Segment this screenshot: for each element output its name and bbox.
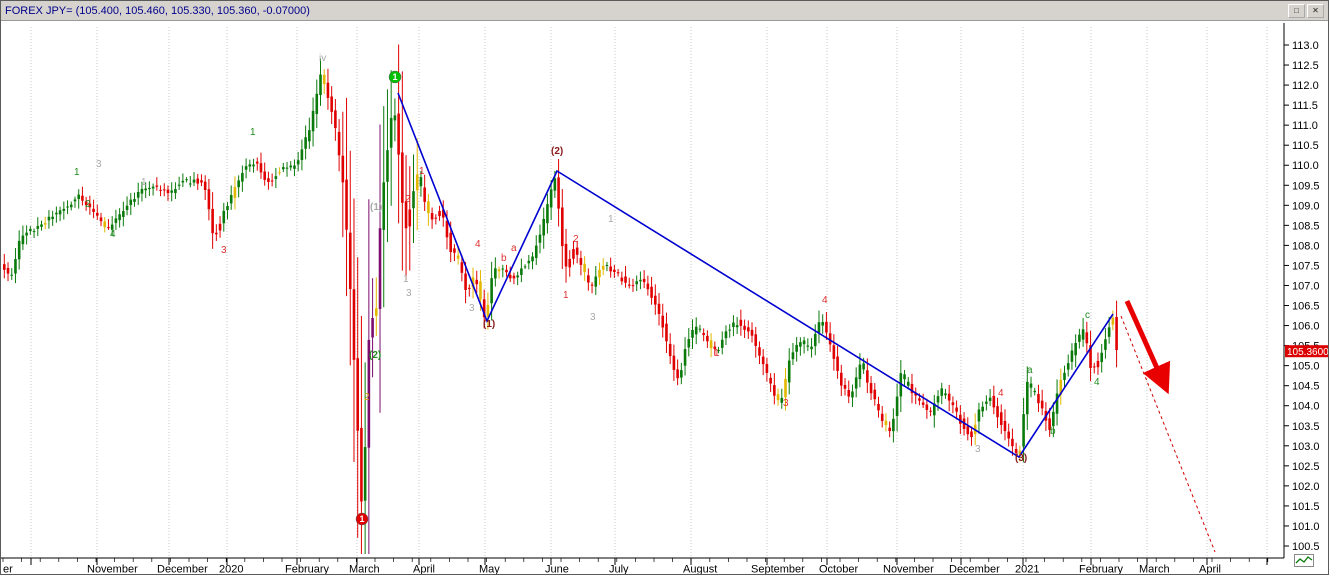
svg-text:December: December xyxy=(157,564,208,575)
wave-label: 4 xyxy=(110,229,116,240)
close-button[interactable]: ✕ xyxy=(1307,3,1324,18)
svg-text:er: er xyxy=(3,564,13,575)
wave-label: 1 xyxy=(74,167,80,178)
maximize-button[interactable]: □ xyxy=(1288,3,1305,18)
svg-text:July: July xyxy=(609,564,629,575)
candlesticks xyxy=(3,44,1118,555)
wave-circle-marker xyxy=(388,70,402,84)
wave-label: (2) xyxy=(551,146,563,157)
wave-label: c xyxy=(1085,310,1090,321)
wave-label: 3 xyxy=(783,398,789,409)
wave-label: 1 xyxy=(608,214,614,225)
wave-label: b xyxy=(501,253,507,264)
svg-text:109.0: 109.0 xyxy=(1292,200,1320,212)
svg-text:1: 1 xyxy=(359,514,364,524)
wave-label: 3 xyxy=(975,444,981,455)
svg-text:2021: 2021 xyxy=(1015,564,1039,575)
chart-thumbnail-icon[interactable] xyxy=(1294,554,1314,572)
svg-text:February: February xyxy=(1079,564,1124,575)
wave-label: 3 xyxy=(590,312,596,323)
wave-label: 2 xyxy=(364,392,370,403)
window-controls: □ ✕ xyxy=(1288,3,1324,18)
wave-label: (1) xyxy=(370,202,382,213)
wave-label: a xyxy=(1027,365,1033,376)
svg-text:112.5: 112.5 xyxy=(1292,60,1319,72)
wave-trendline xyxy=(397,92,1114,459)
svg-text:107.0: 107.0 xyxy=(1292,280,1320,292)
svg-text:108.5: 108.5 xyxy=(1292,220,1320,232)
svg-text:107.5: 107.5 xyxy=(1292,260,1320,272)
wave-label: 1 xyxy=(563,290,569,301)
forecast-arrow xyxy=(1124,299,1171,395)
svg-text:100.5: 100.5 xyxy=(1292,541,1320,553)
svg-text:110.5: 110.5 xyxy=(1292,140,1319,152)
wave-circle-marker xyxy=(355,512,369,526)
wave-label: 1 xyxy=(403,274,409,285)
wave-label: 3 xyxy=(406,288,412,299)
svg-text:101.0: 101.0 xyxy=(1292,521,1320,533)
svg-text:103.5: 103.5 xyxy=(1292,421,1320,433)
svg-text:May: May xyxy=(479,564,500,575)
svg-text:104.5: 104.5 xyxy=(1292,381,1320,393)
wave-label: (1) xyxy=(483,319,495,330)
svg-text:June: June xyxy=(545,564,569,575)
wave-label: 4 xyxy=(475,239,481,250)
svg-text:October: October xyxy=(819,564,858,575)
svg-text:113.0: 113.0 xyxy=(1292,40,1319,52)
wave-label: 3 xyxy=(221,245,227,256)
svg-text:102.0: 102.0 xyxy=(1292,481,1320,493)
svg-text:April: April xyxy=(1199,564,1221,575)
svg-text:November: November xyxy=(87,564,138,575)
svg-text:February: February xyxy=(285,564,330,575)
svg-text:111.5: 111.5 xyxy=(1292,100,1318,112)
svg-text:104.0: 104.0 xyxy=(1292,401,1320,413)
svg-text:106.0: 106.0 xyxy=(1292,321,1320,333)
mini-chart-line-icon xyxy=(1295,556,1313,564)
wave-label: 3 xyxy=(96,159,102,170)
wave-label: 4 xyxy=(822,295,828,306)
svg-text:March: March xyxy=(1139,564,1170,575)
svg-text:December: December xyxy=(949,564,1000,575)
last-price-badge xyxy=(1285,345,1328,358)
svg-text:1: 1 xyxy=(392,72,397,82)
svg-text:111.0: 111.0 xyxy=(1292,120,1318,132)
wave-label: 2 xyxy=(85,199,91,210)
svg-text:112.0: 112.0 xyxy=(1292,80,1319,92)
wave-label: 2 xyxy=(405,194,411,205)
svg-text:110.0: 110.0 xyxy=(1292,160,1319,172)
svg-text:September: September xyxy=(751,564,805,575)
svg-text:August: August xyxy=(683,564,717,575)
wave-label: 1 xyxy=(141,177,147,188)
svg-text:105.0: 105.0 xyxy=(1292,361,1320,373)
wave-label: 2 xyxy=(573,234,579,245)
wave-label: 1 xyxy=(250,127,256,138)
svg-text:March: March xyxy=(349,564,380,575)
projection-line xyxy=(1120,315,1216,553)
svg-text:November: November xyxy=(883,564,934,575)
wave-label: iv xyxy=(319,53,326,64)
window-titlebar: FOREX JPY= (105.400, 105.460, 105.330, 1… xyxy=(1,1,1328,21)
wave-label: 4 xyxy=(1094,377,1100,388)
svg-text:109.5: 109.5 xyxy=(1292,180,1320,192)
svg-text:101.5: 101.5 xyxy=(1292,501,1320,513)
svg-text:108.0: 108.0 xyxy=(1292,240,1320,252)
svg-text:2020: 2020 xyxy=(219,564,243,575)
wave-label: 1 xyxy=(714,348,720,359)
svg-text:102.5: 102.5 xyxy=(1292,461,1320,473)
svg-text:106.5: 106.5 xyxy=(1292,301,1320,313)
wave-label: (2) xyxy=(369,350,381,361)
window-title: FOREX JPY= (105.400, 105.460, 105.330, 1… xyxy=(5,4,310,17)
svg-text:April: April xyxy=(413,564,435,575)
wave-label: 1 xyxy=(419,166,425,177)
wave-label: (3) xyxy=(1015,453,1027,464)
svg-text:105.3600: 105.3600 xyxy=(1287,347,1328,358)
wave-label: b xyxy=(1050,426,1056,437)
wave-label: a xyxy=(511,243,517,254)
wave-label: 3 xyxy=(469,303,475,314)
svg-text:103.0: 103.0 xyxy=(1292,441,1320,453)
wave-label: 4 xyxy=(998,388,1004,399)
